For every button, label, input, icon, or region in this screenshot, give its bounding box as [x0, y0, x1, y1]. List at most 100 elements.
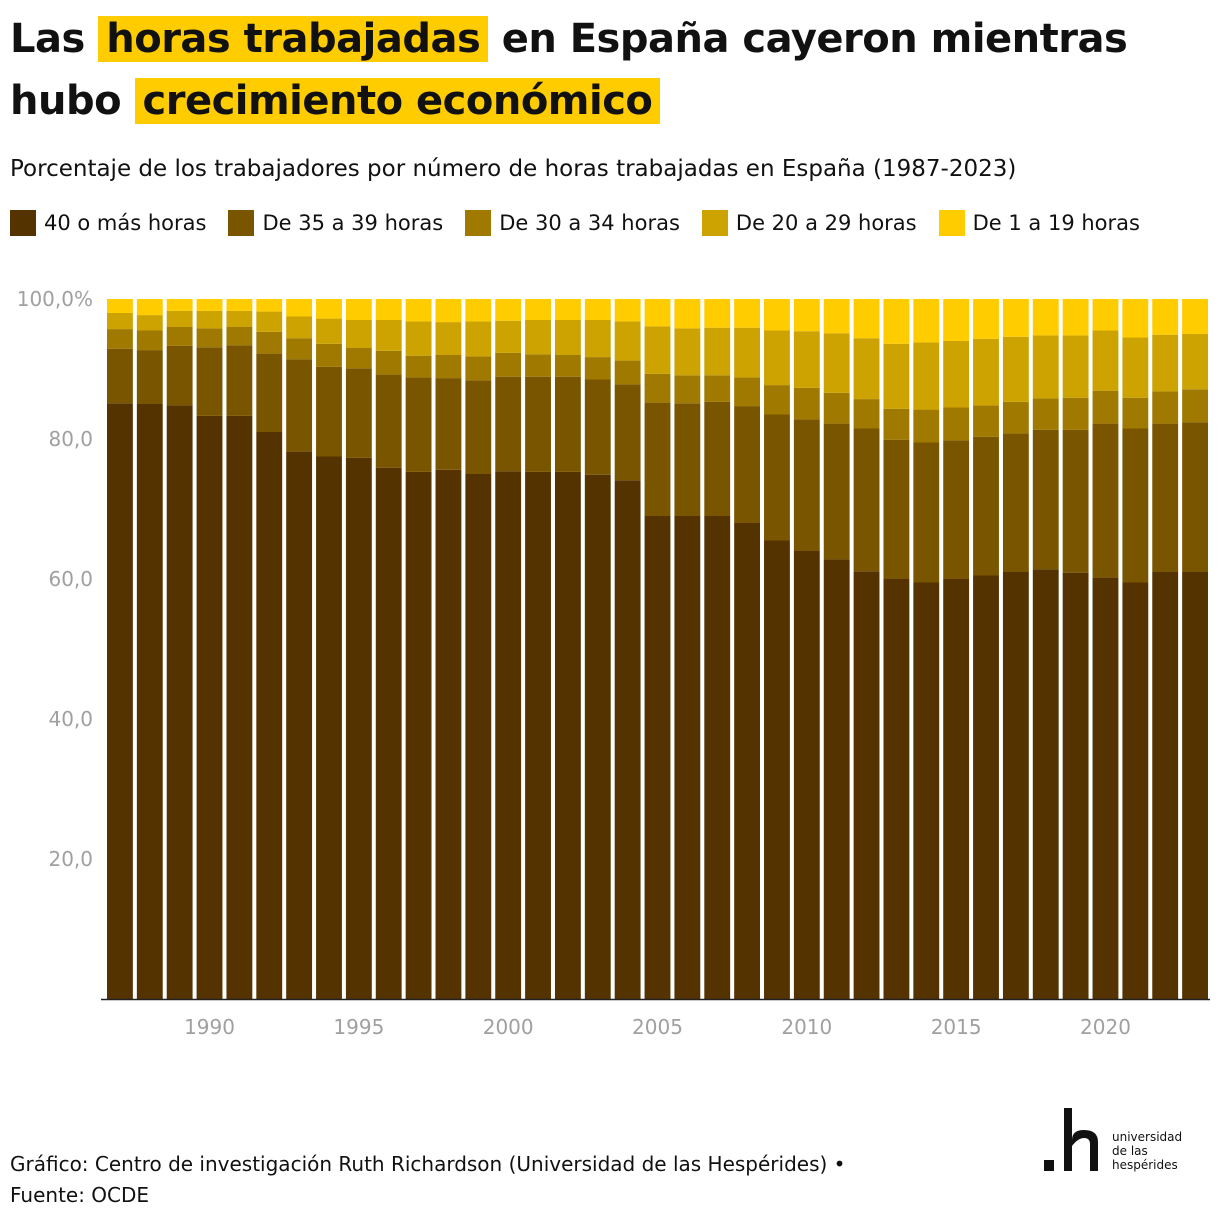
bar-segment	[465, 356, 492, 381]
bar-segment	[1152, 334, 1179, 392]
legend-label: De 35 a 39 horas	[262, 211, 444, 235]
bar-segment	[525, 471, 551, 999]
bar-segment	[375, 374, 402, 468]
bar-segment	[1182, 422, 1208, 572]
title-highlight-1: horas trabajadas	[98, 16, 489, 62]
bar-segment	[1002, 433, 1029, 572]
bar-segment	[973, 575, 999, 999]
bar-segment	[1002, 572, 1029, 999]
bar-segment	[793, 299, 820, 332]
bar-segment	[435, 299, 462, 323]
bar-segment	[823, 559, 850, 999]
bar-segment	[495, 299, 522, 321]
bar-segment	[943, 299, 970, 341]
bar-segment	[943, 341, 970, 408]
bar-segment	[793, 387, 820, 420]
legend-item: De 30 a 34 horas	[465, 207, 680, 239]
bar-segment	[973, 436, 999, 576]
bar-segment	[764, 414, 790, 541]
bar-segment	[674, 375, 701, 404]
legend-label: De 20 a 29 horas	[735, 211, 917, 235]
bar-segment	[674, 403, 701, 516]
bar-segment	[226, 327, 253, 346]
bar-segment	[913, 582, 940, 999]
y-tick-label: 60,0	[48, 567, 93, 591]
bar-segment	[554, 355, 581, 377]
x-axis: 1990 1995 2000 2005 2010 2015 2020	[101, 998, 1210, 1039]
bar-segment	[913, 409, 940, 443]
bar-segment	[554, 471, 581, 999]
bar-segment	[166, 405, 193, 999]
bar-segment	[1002, 299, 1029, 337]
bar-segment	[196, 415, 223, 999]
bar-segment	[256, 331, 283, 354]
bar-segment	[674, 328, 701, 376]
legend-item: De 1 a 19 horas	[938, 207, 1140, 239]
bar-segment	[704, 401, 731, 516]
bar-segment	[584, 379, 611, 475]
bar-segment	[226, 415, 253, 999]
bar-segment	[136, 315, 163, 331]
bar-segment	[943, 579, 970, 999]
bar-segment	[256, 299, 283, 312]
bar-segment	[1182, 572, 1208, 999]
legend-swatch	[10, 210, 36, 236]
bar-segment	[196, 347, 223, 416]
bar-segment	[136, 404, 163, 999]
bar-segment	[405, 355, 432, 378]
legend-item: De 35 a 39 horas	[228, 207, 443, 239]
bar-segment	[1062, 572, 1089, 999]
bar-segment	[644, 516, 671, 999]
bar-segment	[286, 451, 313, 1000]
title-part-1: Las	[10, 16, 85, 62]
bar-segment	[913, 442, 940, 583]
credit-line: Gráfico: Centro de investigación Ruth Ri…	[10, 1152, 846, 1176]
bar-segment	[943, 407, 970, 441]
bar-segment	[435, 355, 462, 379]
bar-segment	[316, 318, 342, 344]
bar-segment	[554, 320, 581, 355]
bar-segment	[554, 299, 581, 320]
bar-segment	[764, 330, 790, 386]
bar-segment	[584, 474, 611, 999]
bar-segment	[1032, 335, 1059, 399]
legend-item: 40 o más horas	[10, 207, 206, 239]
bar-segment	[465, 380, 492, 474]
legend-swatch	[938, 210, 965, 236]
bar-segment	[405, 471, 432, 999]
bar-segment	[734, 299, 761, 328]
bar-segment	[256, 353, 283, 432]
bar-segment	[226, 345, 253, 416]
title-part-2: en España cayeron mientras hubo	[10, 16, 1128, 124]
bar-segment	[405, 321, 432, 356]
legend-label: De 30 a 34 horas	[499, 211, 680, 235]
bar-segment	[375, 467, 402, 999]
bar-segment	[853, 338, 880, 400]
bar-segment	[764, 385, 790, 415]
bar-segment	[734, 523, 761, 999]
bar-segment	[465, 474, 492, 999]
bar-segment	[316, 456, 342, 999]
bar-segment	[196, 328, 223, 348]
bar-segment	[584, 357, 611, 380]
bar-segment	[644, 299, 671, 327]
bar-segment	[883, 579, 910, 999]
bar-segment	[435, 469, 462, 999]
chart-title: Las horas trabajadas en España cayeron m…	[10, 8, 1200, 132]
bar-segment	[1152, 391, 1179, 424]
logo-text-line: hespérides	[1112, 1158, 1178, 1172]
bar-segment	[823, 299, 850, 334]
bar-segment	[136, 330, 163, 351]
bar-segment	[584, 299, 611, 320]
bar-segment	[345, 368, 372, 458]
bar-segment	[166, 310, 193, 327]
bar-segment	[1092, 299, 1119, 331]
bar-segment	[1152, 423, 1179, 572]
bar-segment	[316, 366, 342, 457]
bar-segment	[704, 375, 731, 402]
bar-segment	[704, 327, 731, 376]
bar-segment	[734, 406, 761, 523]
legend-swatch	[228, 210, 255, 236]
logo-text-line: de las	[1112, 1144, 1148, 1158]
bar-segment	[345, 320, 372, 348]
